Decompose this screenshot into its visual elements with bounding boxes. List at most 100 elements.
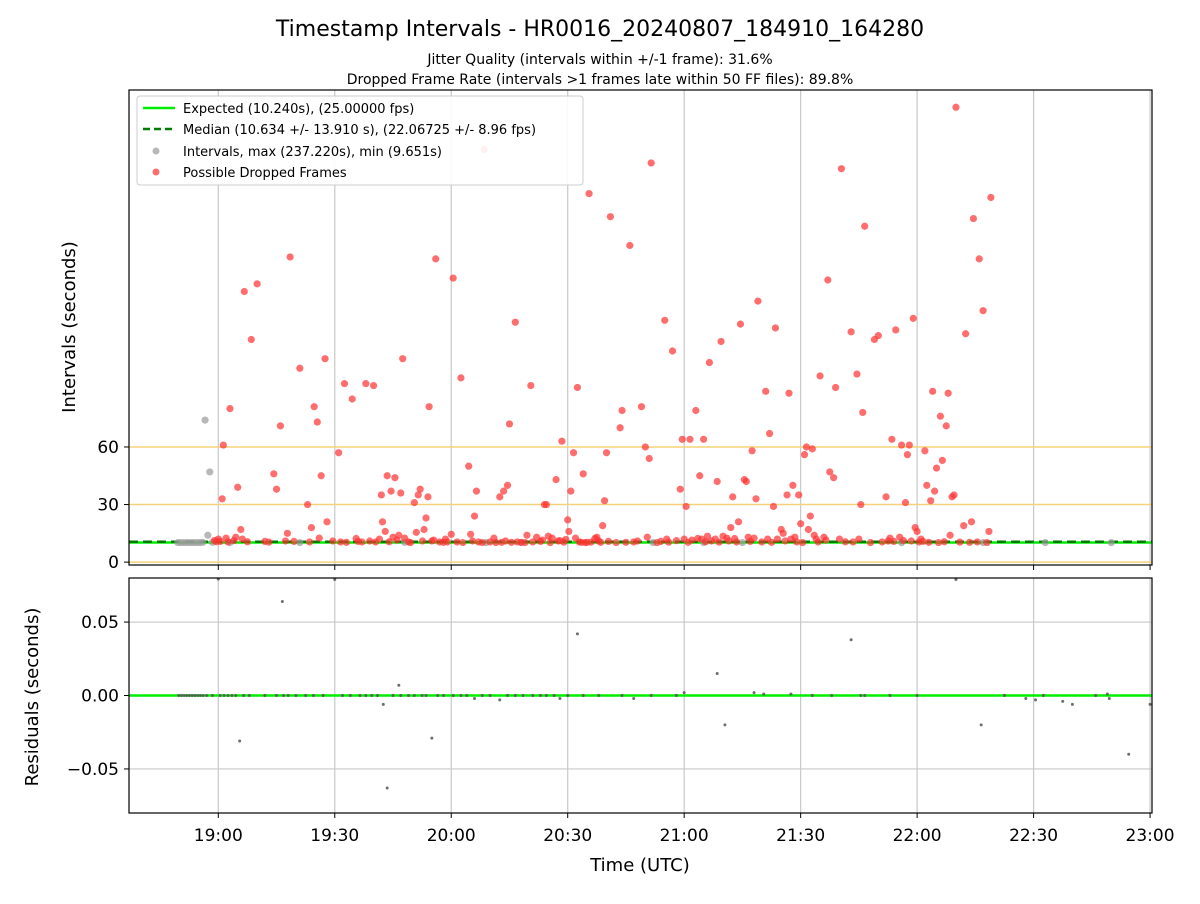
dropped-frame-point — [686, 435, 694, 443]
dropped-frame-point — [824, 276, 832, 284]
dropped-frame-point — [406, 538, 415, 547]
dropped-frame-point — [804, 525, 813, 534]
dropped-frame-point — [936, 412, 945, 420]
dropped-frame-point — [987, 193, 995, 202]
dropped-frame-point — [315, 534, 323, 542]
dropped-frame-point — [783, 491, 791, 499]
dropped-frame-point — [310, 403, 318, 411]
dropped-frame-point — [329, 537, 337, 545]
residual-point — [498, 698, 502, 702]
dropped-frame-point — [932, 464, 941, 472]
dropped-frame-point — [682, 502, 690, 511]
dropped-frame-point — [899, 537, 908, 545]
dropped-frame-point — [950, 491, 958, 499]
residual-point — [488, 694, 492, 697]
residual-point — [182, 694, 186, 697]
dropped-frame-point — [789, 481, 797, 489]
residual-point — [1148, 702, 1152, 706]
dropped-frame-point — [901, 499, 910, 507]
residual-point — [451, 694, 455, 697]
dropped-frame-point — [727, 523, 735, 532]
dropped-frame-point — [934, 538, 943, 547]
dropped-frame-point — [270, 470, 278, 478]
residual-point — [465, 694, 469, 697]
dropped-frame-point — [965, 538, 974, 546]
dropped-frame-point — [938, 456, 946, 465]
dropped-frame-point — [216, 537, 224, 545]
legend-intervals-label: Intervals, max (237.220s), min (9.651s) — [183, 145, 442, 160]
x-tick-label: 19:00 — [194, 826, 243, 846]
dropped-frame-point — [313, 418, 321, 426]
dropped-frame-point — [793, 538, 801, 546]
residual-point — [473, 696, 477, 700]
dropped-frame-point — [952, 103, 960, 111]
dropped-frame-point — [892, 326, 900, 334]
residual-point — [263, 694, 267, 697]
dropped-frame-point — [412, 528, 420, 536]
dropped-frame-point — [969, 214, 978, 223]
residual-point — [558, 696, 562, 700]
residual-point — [544, 694, 548, 697]
dropped-frame-point — [831, 383, 840, 392]
residual-point — [370, 694, 374, 697]
dropped-frame-point — [701, 538, 710, 546]
residual-point — [888, 694, 892, 697]
dropped-frame-point — [962, 330, 970, 338]
dropped-frame-point — [226, 404, 234, 413]
residual-point — [539, 694, 543, 697]
dropped-frame-point — [342, 538, 351, 546]
dropped-frame-point — [600, 497, 609, 505]
x-tick-label: 20:00 — [427, 826, 476, 846]
residual-point — [632, 696, 636, 700]
residual-point — [979, 723, 983, 727]
residual-point — [506, 694, 510, 697]
dropped-frame-point — [606, 213, 615, 221]
dropped-frame-point — [597, 538, 605, 546]
dropped-frame-point — [637, 403, 646, 411]
dropped-frame-point — [921, 447, 929, 455]
bottom-x-axis-ticks: 19:00 19:30 20:00 20:30 21:00 21:30 22:00 22:30… — [194, 813, 1175, 846]
x-tick-label: 19:30 — [310, 826, 359, 846]
x-tick-label: 23:00 — [1126, 826, 1175, 846]
residual-point — [1127, 752, 1131, 756]
chart-legend: Expected (10.240s), (25.00000 fps) Media… — [136, 95, 584, 186]
dropped-frame-point — [742, 477, 750, 486]
dropped-frame-point — [668, 347, 677, 355]
residual-point — [185, 694, 189, 697]
bottom-y-tick-label: 0.00 — [81, 687, 119, 707]
dropped-frame-point — [853, 370, 861, 378]
residual-point — [682, 691, 686, 695]
dropped-frame-point — [779, 529, 787, 537]
residual-point — [375, 694, 379, 697]
dropped-frame-point — [418, 537, 427, 545]
dropped-frame-point — [472, 487, 481, 495]
residual-point — [459, 694, 463, 697]
dropped-frame-point — [841, 538, 849, 546]
dropped-frame-point — [286, 253, 294, 261]
dropped-frame-point — [362, 380, 370, 388]
dropped-frame-point — [622, 538, 630, 546]
dropped-frame-point — [975, 255, 983, 263]
dropped-frame-point — [467, 530, 475, 538]
dropped-frame-point — [855, 535, 863, 543]
dropped-frame-point — [569, 449, 578, 457]
dropped-frame-point — [802, 443, 811, 451]
dropped-frame-point — [616, 424, 624, 432]
dropped-frame-point — [762, 387, 770, 395]
dropped-frame-point — [919, 537, 927, 545]
dropped-frame-point — [305, 538, 314, 546]
residual-point — [364, 694, 368, 697]
residual-point — [1094, 694, 1098, 697]
residual-point — [321, 694, 325, 697]
dropped-frame-point — [956, 538, 964, 546]
dropped-frame-point — [897, 441, 906, 449]
legend-expected-label: Expected (10.240s), (25.00000 fps) — [183, 102, 414, 117]
dropped-frame-point — [272, 485, 281, 493]
chart-subtitle-dropped: Dropped Frame Rate (intervals >1 frames … — [347, 72, 854, 88]
dropped-frame-point — [496, 493, 504, 501]
dropped-frame-point — [729, 493, 737, 501]
residual-point — [294, 694, 298, 697]
residual-point — [581, 694, 585, 697]
dropped-frame-point — [767, 538, 776, 546]
